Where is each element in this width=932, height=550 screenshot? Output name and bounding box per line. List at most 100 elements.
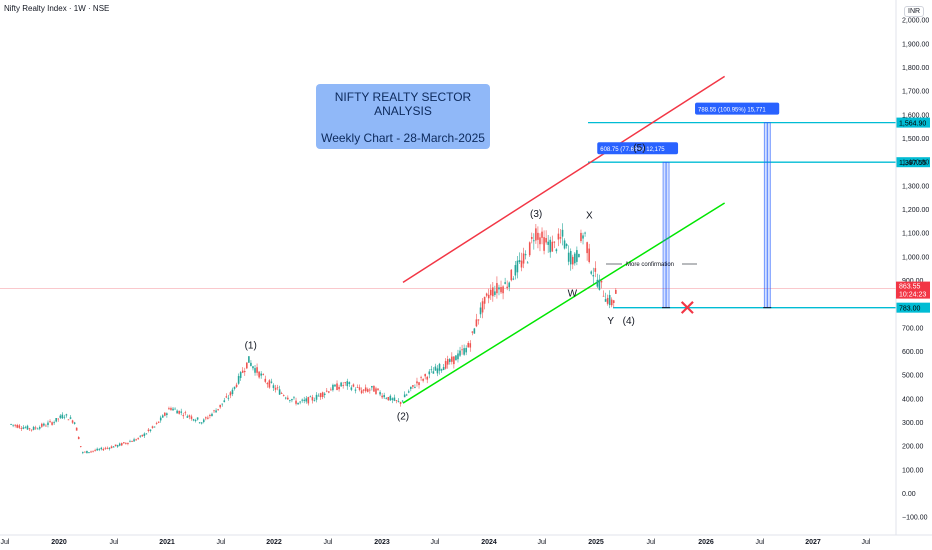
wave-label: (2) <box>397 412 409 423</box>
x-tick-label: 2027 <box>805 539 821 546</box>
candle-body <box>127 442 129 444</box>
candle-body <box>606 297 609 304</box>
candle-body <box>311 397 314 401</box>
currency-label[interactable]: INR <box>904 6 925 17</box>
candle-body <box>196 417 199 420</box>
candles <box>10 223 617 455</box>
x-tick-label: Jul <box>1 539 10 546</box>
candle-body <box>604 299 607 302</box>
candle-body <box>258 371 260 378</box>
candle-body <box>557 233 560 240</box>
candle-body <box>291 399 293 401</box>
candle-body <box>414 386 416 388</box>
candle-body <box>219 404 221 408</box>
candle-body <box>159 417 162 421</box>
candle-body <box>543 237 545 251</box>
candle-body <box>223 400 226 403</box>
candle-body <box>323 393 326 395</box>
candle-body <box>430 369 433 371</box>
candle-body <box>153 426 156 428</box>
candle-body <box>528 242 531 256</box>
candle-body <box>307 397 310 404</box>
candle-body <box>549 239 552 253</box>
candle-body <box>182 415 185 417</box>
x-tick-label: Jul <box>862 539 871 546</box>
x-tick-label: 2021 <box>159 539 175 546</box>
lower-channel-line <box>402 202 726 404</box>
candle-body <box>235 384 238 387</box>
candle-body <box>479 307 482 315</box>
candle-body <box>498 287 500 290</box>
candle-body <box>211 413 213 416</box>
candle-body <box>492 287 494 297</box>
candle-body <box>110 446 113 449</box>
candle-body <box>530 237 533 239</box>
candle-body <box>360 390 363 394</box>
y-tick-label: 200.00 <box>902 444 924 451</box>
price-ranges: 608.75 (77.68%) 12,175 788.55 (100.95%) 1… <box>597 102 780 309</box>
candle-body <box>455 355 457 361</box>
candle-body <box>344 382 347 384</box>
candle-body <box>256 367 258 373</box>
candle-body <box>420 377 422 379</box>
candle-body <box>459 350 461 356</box>
candle-body <box>506 286 508 289</box>
candle-body <box>422 379 424 381</box>
candle-body <box>73 422 76 424</box>
candle-body <box>49 421 51 422</box>
candle-body <box>12 424 14 426</box>
y-tick-label: 1,900.00 <box>902 41 929 48</box>
candle-body <box>51 422 53 425</box>
candle-body <box>313 400 316 402</box>
candle-body <box>260 373 262 376</box>
chart-title: Nifty Realty Index · 1W · NSE <box>4 4 110 13</box>
candle-body <box>551 241 554 252</box>
candle-body <box>547 241 549 245</box>
candle-body <box>553 241 556 243</box>
candle-body <box>264 378 267 382</box>
candle-body <box>426 376 429 380</box>
candle-body <box>387 397 390 401</box>
candle-body <box>364 387 367 392</box>
x-tick-label: Jul <box>110 539 119 546</box>
candle-body <box>16 424 19 428</box>
time-axis: Jul 2020 Jul 2021 Jul 2022 Jul 2023 Jul 2024 Jul 20… <box>0 534 932 546</box>
candle-body <box>243 371 246 373</box>
candle-body <box>84 451 86 453</box>
candle-body <box>516 260 519 273</box>
candle-body <box>246 362 248 369</box>
y-tick-label: 1,800.00 <box>902 65 929 72</box>
x-tick-label: Jul <box>756 539 765 546</box>
candle-body <box>96 448 98 451</box>
candle-body <box>518 260 521 263</box>
candle-body <box>280 393 283 394</box>
candle-body <box>465 347 467 353</box>
wave-label: Y <box>607 316 614 327</box>
candle-body <box>340 382 342 387</box>
candle-body <box>432 371 435 374</box>
candle-body <box>207 417 209 419</box>
candle-body <box>494 291 496 295</box>
candle-body <box>45 425 47 427</box>
candle-body <box>608 295 611 306</box>
candle-body <box>190 416 193 419</box>
candle-body <box>442 367 445 371</box>
candle-body <box>106 447 109 449</box>
candle-body <box>567 252 570 262</box>
candle-body <box>186 416 189 418</box>
candle-body <box>102 449 105 451</box>
candle-body <box>170 408 172 410</box>
x-tick-label: 2020 <box>51 539 67 546</box>
candle-body <box>202 419 205 423</box>
candle-body <box>293 397 295 399</box>
candle-body <box>297 402 299 405</box>
candle-body <box>82 452 84 453</box>
candle-body <box>321 392 324 397</box>
candle-body <box>504 282 506 284</box>
candle-body <box>436 368 439 374</box>
candle-body <box>446 359 449 365</box>
candle-body <box>147 429 150 431</box>
candle-body <box>145 433 148 435</box>
candle-body <box>485 293 488 296</box>
